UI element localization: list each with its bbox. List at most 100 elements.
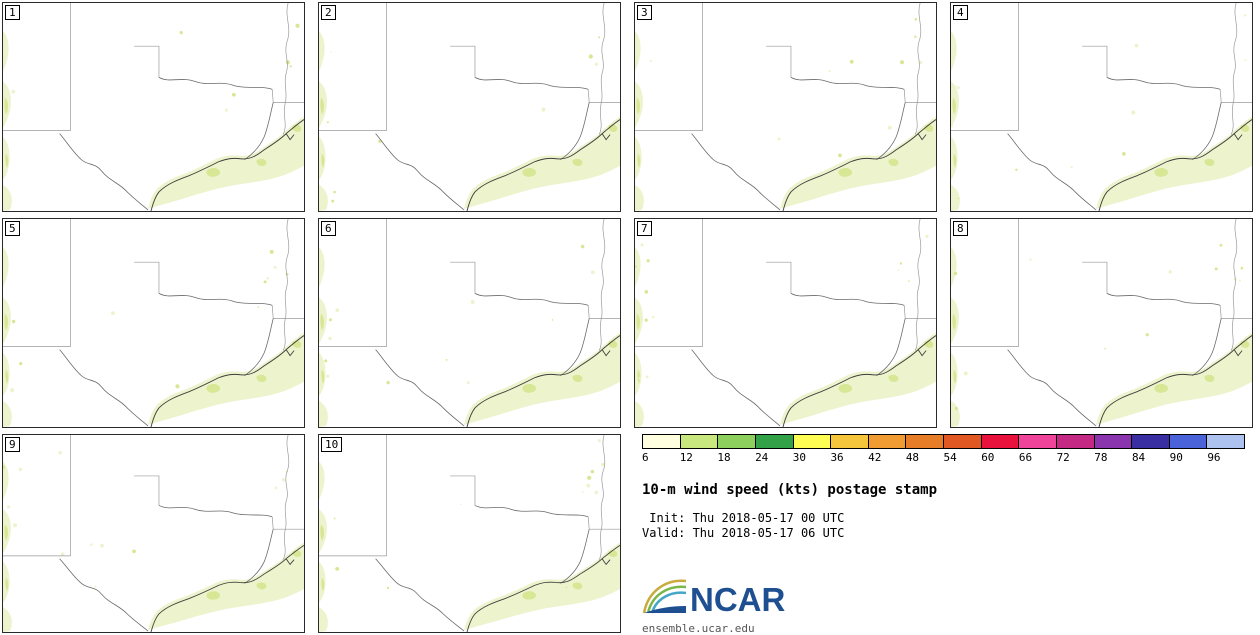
west-wind-patch (636, 97, 641, 168)
rio-grande-border (59, 133, 149, 211)
colorbar-segment (643, 435, 681, 448)
wind-speck (590, 469, 595, 474)
wind-map (3, 435, 304, 632)
rio-grande-border (59, 558, 149, 632)
wind-speck (638, 377, 641, 380)
wind-speck (919, 60, 923, 65)
wind-shade-patch (206, 340, 302, 393)
colorbar-segment (793, 435, 832, 448)
rio-grande-border (375, 133, 465, 211)
wind-speck (1134, 43, 1139, 48)
wind-shade-patch (206, 550, 302, 600)
wind-shade-patch (522, 124, 618, 177)
panel-number: 10 (321, 437, 343, 452)
wind-speck (899, 262, 902, 265)
wind-speck (954, 406, 958, 411)
wind-speck (319, 610, 323, 614)
wind-speck (328, 336, 332, 341)
wind-speck (328, 318, 332, 322)
map-panel: 3 (634, 2, 937, 212)
red-river-border (474, 293, 589, 306)
rio-grande-border (375, 349, 465, 427)
rio-grande-border (1007, 133, 1097, 211)
wind-speck (266, 277, 270, 280)
west-wind-patch (4, 313, 9, 384)
colorbar-segment (906, 435, 944, 448)
plot-title: 10-m wind speed (kts) postage stamp (642, 482, 938, 498)
colorbar-segment (1132, 435, 1170, 448)
panel-number: 6 (321, 221, 336, 236)
coastal-wind-shade (780, 116, 936, 209)
rio-grande-border (59, 349, 149, 427)
wind-speck (269, 249, 274, 254)
wind-speck (11, 319, 16, 324)
wind-speck (565, 586, 568, 589)
wind-speck (330, 51, 333, 53)
colorbar-segment (718, 435, 756, 448)
colorbar-tick-label: 18 (717, 451, 731, 464)
colorbar-segment (1207, 435, 1244, 448)
wind-speck (651, 315, 655, 319)
wind-speck (1131, 110, 1136, 115)
wind-speck (60, 552, 65, 556)
west-wind-patch (636, 313, 641, 384)
sabine-river-border (1192, 318, 1222, 377)
wind-speck (587, 475, 592, 480)
wind-speck (335, 308, 340, 313)
wind-speck (1219, 243, 1223, 247)
wind-speck (640, 243, 644, 247)
wind-speck (590, 270, 595, 275)
wind-speck (242, 167, 245, 170)
colorbar-ticks: 6 12 18 24 30 36 42 48 54 60 66 72 78 84 90 96 (642, 449, 1245, 464)
ncar-logo-svg: NCAR (642, 579, 785, 618)
panel-number: 4 (953, 5, 968, 20)
wind-speck (963, 371, 968, 376)
wind-speck (646, 259, 650, 263)
wind-speck (295, 23, 300, 28)
map-panel: 10 (318, 434, 621, 633)
wind-speck (1244, 59, 1247, 62)
wind-speck (635, 265, 638, 268)
wind-speck (956, 86, 960, 90)
panel-number: 8 (953, 221, 968, 236)
red-river-border (158, 505, 273, 518)
gulf-coastline (782, 335, 936, 427)
west-wind-patch (4, 524, 9, 592)
wind-speck (649, 59, 652, 62)
wind-speck (601, 462, 605, 467)
west-wind-shade (3, 247, 12, 427)
wind-shade-patch (1154, 340, 1250, 393)
wind-speck (914, 35, 917, 38)
wind-speck (94, 585, 97, 588)
colorbar-segment (944, 435, 982, 448)
wind-speck (1104, 347, 1106, 350)
gulf-coastline (466, 119, 620, 211)
rio-grande-border (691, 349, 781, 427)
red-river-border (790, 293, 905, 306)
red-river-border (474, 505, 589, 518)
colorbar-segment (981, 435, 1020, 448)
state-borders (319, 435, 620, 560)
colorbar-segment (680, 435, 719, 448)
coastal-wind-shade (148, 542, 304, 631)
wind-speck (19, 361, 23, 366)
coastal-wind-shade (1096, 116, 1252, 209)
wind-speck (838, 153, 842, 158)
wind-speck (333, 517, 336, 520)
sabine-river-border (244, 102, 274, 161)
wind-speck (110, 311, 115, 316)
sabine-river-border (244, 529, 274, 584)
wind-speck (459, 503, 462, 506)
wind-speck (331, 199, 335, 203)
west-wind-shade (635, 31, 644, 211)
gulf-coastline (150, 545, 304, 632)
wind-shade-patch (838, 124, 934, 177)
wind-speck (11, 89, 16, 94)
map-panel: 8 (950, 218, 1253, 428)
panel-number: 5 (5, 221, 20, 236)
west-wind-shade (319, 461, 328, 632)
wind-speck (326, 121, 329, 124)
wind-speck (100, 543, 104, 548)
coastal-wind-shade (148, 332, 304, 425)
